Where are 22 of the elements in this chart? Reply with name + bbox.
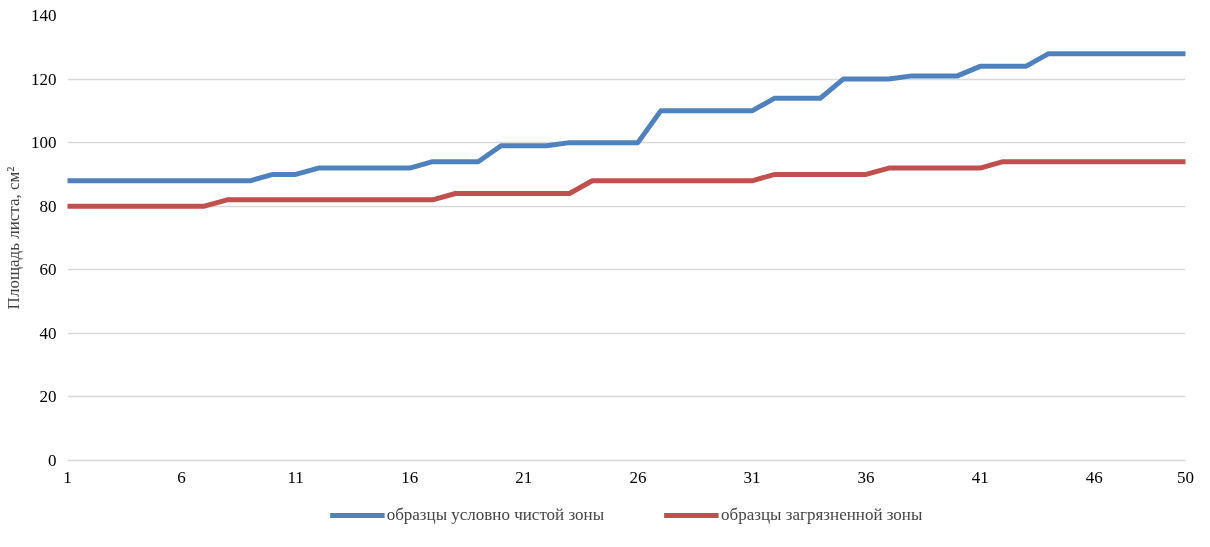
x-tick-label: 36 — [857, 467, 875, 487]
x-tick-label: 31 — [743, 467, 761, 487]
x-tick-label: 1 — [63, 467, 72, 487]
x-tick-label: 26 — [629, 467, 647, 487]
y-tick-label: 0 — [48, 451, 57, 470]
y-tick-label: 100 — [31, 133, 57, 153]
x-tick-label: 11 — [287, 467, 304, 487]
legend-label: образцы условно чистой зоны — [386, 505, 605, 525]
x-tick-label: 21 — [515, 467, 533, 487]
x-tick-label: 6 — [177, 467, 186, 487]
x-tick-label: 16 — [401, 467, 419, 487]
x-tick-label: 41 — [971, 467, 989, 487]
y-tick-label: 40 — [39, 323, 57, 343]
legend-label: образцы загрязненной зоны — [721, 505, 923, 525]
x-tick-label: 50 — [1177, 467, 1194, 487]
y-tick-label: 140 — [31, 6, 57, 25]
y-axis-title: Площадь листа, см² — [4, 166, 23, 310]
x-tick-label: 46 — [1085, 467, 1103, 487]
y-tick-label: 20 — [39, 387, 57, 407]
y-tick-label: 120 — [31, 69, 57, 89]
y-tick-label: 80 — [39, 196, 57, 216]
y-tick-label: 60 — [39, 260, 57, 280]
